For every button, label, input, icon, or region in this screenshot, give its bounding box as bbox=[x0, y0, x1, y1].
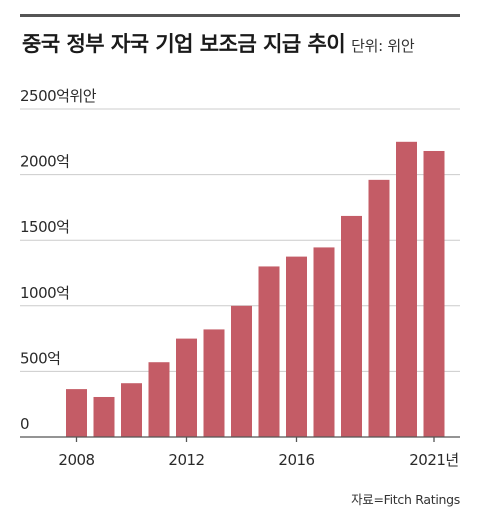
x-tick-label-2012: 2012 bbox=[168, 451, 204, 469]
bars bbox=[66, 141, 445, 438]
bar-2011 bbox=[148, 362, 170, 437]
x-tick-label-2008: 2008 bbox=[58, 451, 94, 469]
bar-2019 bbox=[368, 179, 390, 437]
x-tick-label-2021: 2021년 bbox=[409, 451, 458, 469]
bar-2010 bbox=[121, 383, 142, 437]
y-tick-label-1000: 1000억 bbox=[20, 284, 69, 302]
bar-2017 bbox=[313, 247, 335, 437]
bar-2012 bbox=[176, 338, 197, 437]
x-tick-label-2016: 2016 bbox=[278, 451, 314, 469]
bar-2016 bbox=[286, 256, 307, 437]
source-note: 자료=Fitch Ratings bbox=[351, 492, 460, 507]
bar-2015 bbox=[258, 266, 280, 437]
bar-2014 bbox=[231, 305, 252, 437]
bar-2009 bbox=[93, 396, 115, 437]
bar-2008 bbox=[66, 389, 87, 437]
unit-label: 단위: 위안 bbox=[351, 37, 415, 55]
y-tick-labels: 0 500억 1000억 1500억 2000억 2500억위안 bbox=[20, 87, 97, 433]
x-tick-labels: 2008 2012 2016 2021년 bbox=[58, 437, 459, 469]
bar-2020 bbox=[396, 141, 417, 438]
bar-2018 bbox=[341, 215, 362, 437]
y-tick-label-0: 0 bbox=[20, 415, 29, 433]
bar-2021 bbox=[423, 150, 445, 437]
y-tick-label-500: 500억 bbox=[20, 349, 60, 367]
y-tick-label-2500: 2500억위안 bbox=[20, 87, 97, 105]
chart-title: 중국 정부 자국 기업 보조금 지급 추이 bbox=[22, 32, 346, 56]
y-tick-label-1500: 1500억 bbox=[20, 218, 69, 236]
y-tick-label-2000: 2000억 bbox=[20, 153, 69, 171]
title-rule bbox=[20, 14, 460, 17]
chart-title-block: 중국 정부 자국 기업 보조금 지급 추이 단위: 위안 bbox=[22, 28, 415, 58]
bar-2013 bbox=[203, 329, 225, 437]
